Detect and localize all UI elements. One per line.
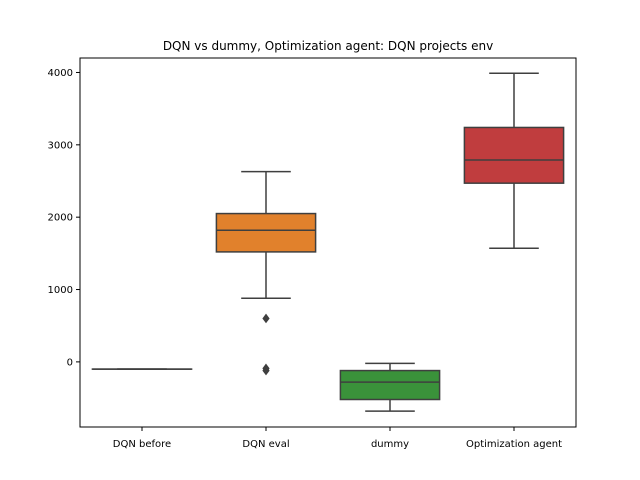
x-tick-label: DQN before (113, 439, 171, 450)
box (463, 126, 565, 184)
outlier-point (262, 365, 270, 376)
y-tick-label: 1000 (48, 285, 73, 296)
plot-area: 0 1000 2000 3000 4000 DQN before DQN eval dummy… (48, 68, 565, 450)
box (215, 212, 317, 253)
x-tick-label: DQN eval (242, 439, 289, 450)
y-tick-label: 0 (67, 357, 73, 368)
chart-title: DQN vs dummy, Optimization agent: DQN pr… (163, 39, 493, 53)
plot-frame (79, 57, 577, 428)
outlier-point (262, 313, 270, 324)
y-tick-label: 2000 (48, 213, 73, 224)
y-tick-label: 3000 (48, 140, 73, 151)
box (339, 369, 441, 401)
x-tick-label: dummy (371, 439, 409, 450)
y-tick-label: 4000 (48, 68, 73, 79)
x-tick-label: Optimization agent (466, 439, 562, 450)
